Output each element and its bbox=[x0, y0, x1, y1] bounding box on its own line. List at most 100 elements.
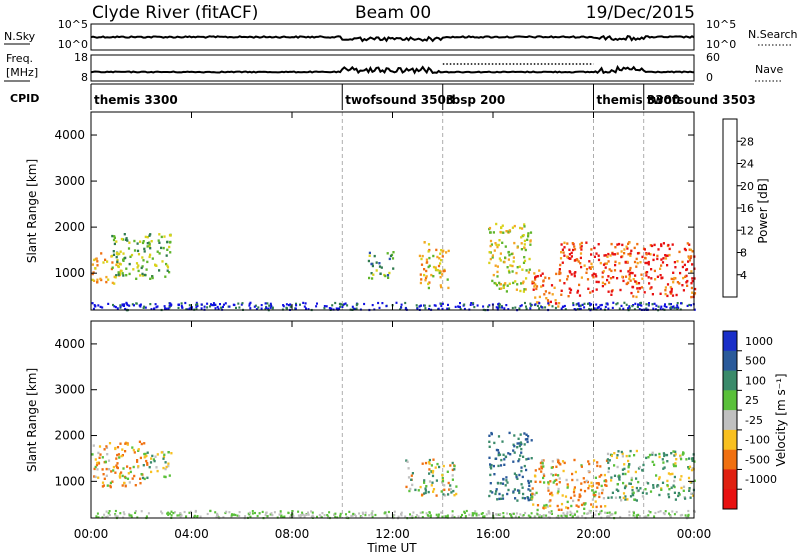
power-echo-cell bbox=[425, 258, 428, 261]
velocity-echo-cell bbox=[674, 450, 677, 453]
velocity-echo-cell bbox=[673, 464, 676, 468]
velocity-echo-cell bbox=[116, 446, 120, 449]
power-echo-cell bbox=[632, 278, 635, 281]
nsearch-label: N.Search bbox=[748, 28, 798, 41]
velocity-echo-cell bbox=[500, 458, 503, 462]
power-echo-cell bbox=[610, 242, 613, 246]
power-echo-cell bbox=[137, 264, 140, 267]
velocity-echo-cell bbox=[407, 476, 411, 479]
velocity-echo-cell bbox=[553, 479, 556, 482]
power-ground-cell bbox=[353, 307, 356, 310]
power-ground-cell bbox=[588, 302, 591, 305]
power-echo-cell bbox=[110, 267, 113, 271]
power-echo-cell bbox=[494, 242, 497, 245]
velocity-echo-cell bbox=[124, 442, 127, 445]
velocity-echo-cell bbox=[124, 485, 127, 488]
power-echo-cell bbox=[580, 245, 583, 248]
power-echo-cell bbox=[496, 245, 499, 249]
velocity-echo-cell bbox=[139, 477, 142, 480]
power-echo-cell bbox=[505, 290, 508, 293]
power-ground-cell bbox=[268, 304, 271, 307]
power-ground-cell bbox=[560, 307, 563, 310]
velocity-echo-cell bbox=[504, 484, 507, 487]
power-ground-cell bbox=[323, 307, 326, 310]
velocity-ground-cell bbox=[574, 513, 576, 516]
velocity-echo-cell bbox=[550, 466, 553, 469]
velocity-echo-cell bbox=[632, 491, 635, 494]
velocity-echo-cell bbox=[145, 454, 148, 458]
velocity-echo-cell bbox=[451, 478, 454, 481]
power-ground-cell bbox=[99, 305, 102, 308]
power-echo-cell bbox=[427, 282, 430, 286]
power-ground-cell bbox=[341, 305, 344, 308]
power-echo-cell bbox=[554, 299, 557, 302]
power-echo-cell bbox=[488, 251, 491, 254]
power-echo-cell bbox=[542, 280, 545, 283]
power-echo-cell bbox=[560, 251, 563, 254]
velocity-echo-cell bbox=[597, 483, 600, 486]
power-ground-cell bbox=[525, 307, 528, 310]
power-echo-cell bbox=[165, 262, 168, 266]
velocity-ground-cell bbox=[643, 515, 646, 518]
velocity-echo-cell bbox=[674, 453, 677, 456]
nsky-label: N.Sky bbox=[4, 30, 36, 43]
power-echo-cell bbox=[519, 289, 522, 293]
power-echo-cell bbox=[534, 296, 537, 299]
velocity-echo-cell bbox=[658, 493, 661, 497]
power-ground-cell bbox=[573, 308, 576, 311]
power-echo-region bbox=[558, 241, 697, 299]
velocity-echo-region bbox=[91, 440, 149, 489]
velocity-echo-cell bbox=[543, 474, 546, 477]
velocity-echo-cell bbox=[427, 490, 430, 494]
power-echo-cell bbox=[523, 225, 526, 228]
velocity-echo-cell bbox=[128, 481, 131, 484]
power-echo-cell bbox=[635, 257, 638, 261]
velocity-ground-cell bbox=[318, 513, 321, 517]
power-echo-cell bbox=[686, 242, 689, 245]
velocity-ground-cell bbox=[323, 514, 326, 517]
velocity-echo-cell bbox=[610, 479, 613, 482]
power-echo-cell bbox=[160, 246, 163, 250]
velocity-echo-cell bbox=[525, 433, 528, 436]
power-echo-cell bbox=[685, 274, 688, 278]
velocity-echo-cell bbox=[120, 471, 123, 474]
velocity-echo-cell bbox=[615, 456, 619, 459]
velocity-ground-cell bbox=[548, 511, 550, 514]
power-ground-cell bbox=[282, 305, 285, 308]
velocity-echo-cell bbox=[489, 465, 492, 469]
power-echo-cell bbox=[143, 250, 146, 253]
power-echo-cell bbox=[380, 266, 383, 269]
power-ground-cell bbox=[211, 304, 214, 307]
power-echo-cell bbox=[536, 275, 539, 278]
freq-frame bbox=[90, 54, 695, 82]
power-ground-cell bbox=[505, 304, 508, 307]
velocity-echo-cell bbox=[111, 480, 114, 483]
power-echo-cell bbox=[136, 266, 139, 269]
power-echo-cell bbox=[573, 245, 576, 248]
nave-tick-bottom: 0 bbox=[706, 71, 713, 84]
velocity-echo-cell bbox=[551, 494, 554, 497]
velocity-echo-cell bbox=[156, 453, 159, 456]
power-echo-cell bbox=[520, 236, 523, 239]
power-echo-cell bbox=[602, 263, 606, 266]
velocity-echo-cell bbox=[140, 473, 143, 476]
velocity-echo-cell bbox=[146, 476, 149, 479]
velocity-echo-cell bbox=[435, 494, 438, 497]
velocity-echo-cell bbox=[518, 442, 521, 445]
power-echo-cell bbox=[637, 282, 641, 285]
power-echo-cell bbox=[666, 254, 669, 257]
velocity-echo-cell bbox=[671, 472, 674, 476]
velocity-echo-cell bbox=[539, 480, 542, 484]
x-tick-label: 00:00 bbox=[677, 527, 712, 541]
velocity-echo-cell bbox=[673, 479, 676, 483]
velocity-ground-cell bbox=[483, 515, 486, 518]
velocity-echo-cell bbox=[136, 459, 139, 462]
power-echo-cell bbox=[662, 257, 665, 260]
velocity-echo-cell bbox=[574, 470, 577, 474]
velocity-echo-cell bbox=[513, 434, 516, 437]
velocity-echo-cell bbox=[530, 439, 533, 442]
power-ground-cell bbox=[612, 301, 615, 304]
velocity-ground-cell bbox=[238, 514, 241, 518]
power-echo-cell bbox=[589, 291, 592, 294]
cpid-label: CPID bbox=[10, 92, 39, 105]
